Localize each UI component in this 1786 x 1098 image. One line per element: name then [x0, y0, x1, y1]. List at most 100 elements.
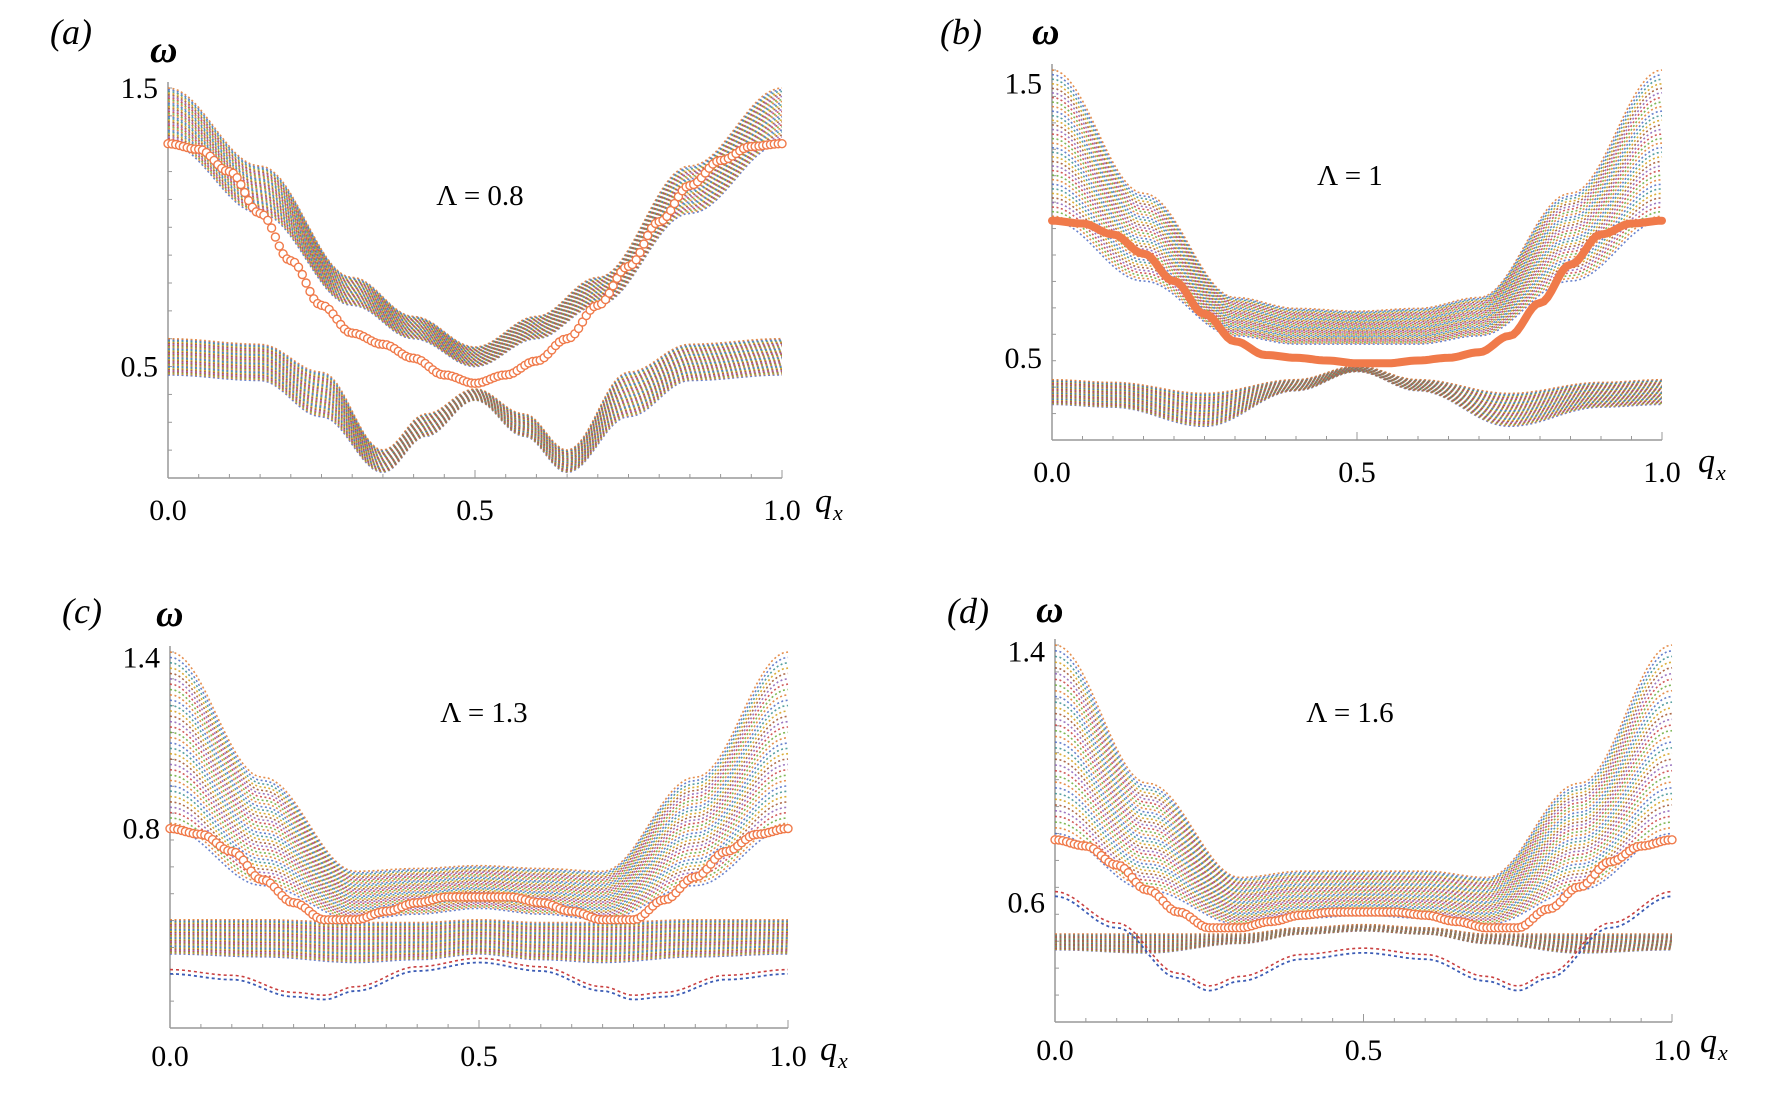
edge-point — [1667, 835, 1677, 845]
panel-label: (a) — [50, 12, 92, 52]
band-line — [170, 923, 788, 929]
band-line — [1051, 219, 1663, 345]
band-line — [1051, 369, 1663, 423]
edge-line — [1048, 216, 1666, 368]
edge-point — [301, 278, 311, 288]
edge-point — [643, 230, 653, 241]
band-line — [167, 374, 783, 474]
band-line — [1054, 926, 1673, 944]
band-line — [170, 928, 788, 935]
band-line — [1054, 769, 1673, 910]
y-tick-label: 1.5 — [121, 72, 159, 105]
band-line — [167, 102, 783, 354]
band-line — [1055, 926, 1672, 943]
band-line — [1051, 146, 1663, 329]
band-line — [1054, 821, 1673, 923]
band-line — [1055, 926, 1672, 944]
series-edge-mode — [165, 823, 793, 925]
band-line — [170, 933, 788, 941]
band-line — [167, 117, 783, 359]
band-line — [169, 726, 789, 893]
x-tick-label: 0.0 — [1033, 456, 1071, 489]
band-line — [168, 359, 782, 465]
x-tick-label: 0.0 — [151, 1040, 189, 1073]
band-line — [1054, 926, 1673, 942]
band-line — [169, 678, 789, 880]
band-line — [1055, 927, 1672, 946]
band-line — [169, 763, 789, 903]
x-axis-label-subscript: x — [1717, 1040, 1728, 1065]
bulk-band-1 — [169, 919, 789, 964]
series-edge-mode — [163, 138, 787, 388]
edge-point — [240, 187, 250, 198]
y-tick-label: 1.5 — [1005, 68, 1043, 101]
band-line — [1055, 924, 1672, 938]
edge-point — [232, 172, 242, 183]
band-line — [169, 938, 789, 947]
band-line — [167, 126, 783, 362]
band-line — [167, 129, 783, 363]
x-axis-label: q — [1698, 443, 1715, 480]
band-line — [1055, 923, 1672, 936]
y-tick-label: 0.5 — [1005, 342, 1043, 375]
band-line — [1051, 128, 1663, 325]
band-line — [167, 99, 783, 353]
y-tick-label: 1.4 — [123, 642, 161, 675]
band-line — [169, 661, 789, 876]
band-line — [170, 937, 788, 946]
band-line — [1052, 365, 1662, 399]
y-tick-label: 0.8 — [123, 813, 161, 846]
band-line — [1055, 927, 1672, 947]
band-line — [168, 347, 782, 458]
band-line — [169, 774, 789, 906]
band-line — [1054, 678, 1673, 887]
band-line — [1054, 712, 1673, 896]
edge-point — [263, 215, 273, 226]
band-line — [167, 122, 783, 361]
edge-point — [270, 232, 281, 242]
band-line — [169, 806, 789, 915]
edge-point — [608, 281, 618, 291]
band-line — [1055, 925, 1672, 942]
edge-point — [783, 823, 793, 834]
band-line — [167, 132, 783, 364]
panel-label: (d) — [947, 591, 989, 631]
band-line — [170, 927, 788, 934]
band-line — [170, 944, 788, 954]
band-line — [1051, 133, 1663, 326]
band-line — [167, 88, 783, 349]
band-line — [1054, 661, 1673, 883]
series-lower-edge-mode — [1054, 890, 1673, 992]
lambda-annotation: Λ = 0.8 — [436, 180, 523, 212]
band-line — [170, 920, 788, 926]
band-line — [1054, 735, 1673, 902]
band-line — [1055, 925, 1672, 940]
band-line — [170, 940, 788, 949]
band-line — [1051, 101, 1663, 320]
band-line — [1051, 87, 1663, 317]
band-line — [1054, 781, 1673, 913]
band-line — [170, 931, 788, 938]
x-axis-label: q — [820, 1031, 837, 1068]
band-line — [170, 932, 788, 940]
band-line — [1054, 775, 1673, 912]
bulk-band-0 — [1051, 69, 1663, 345]
band-line — [169, 790, 789, 911]
band-line — [167, 110, 783, 357]
band-line — [1054, 689, 1673, 890]
band-line — [167, 94, 783, 351]
band-line — [167, 141, 783, 367]
edge-point — [274, 241, 284, 251]
band-line — [169, 656, 789, 874]
band-line — [169, 710, 789, 889]
band-line — [167, 114, 783, 358]
series-edge-mode — [1048, 216, 1666, 368]
band-line — [1051, 183, 1663, 337]
band-line — [1054, 792, 1673, 916]
edge-point — [293, 262, 304, 272]
x-axis-label-subscript: x — [832, 500, 843, 525]
y-tick-label: 0.6 — [1008, 887, 1046, 920]
lambda-annotation: Λ = 1.6 — [1306, 697, 1393, 729]
band-line — [1054, 729, 1673, 900]
